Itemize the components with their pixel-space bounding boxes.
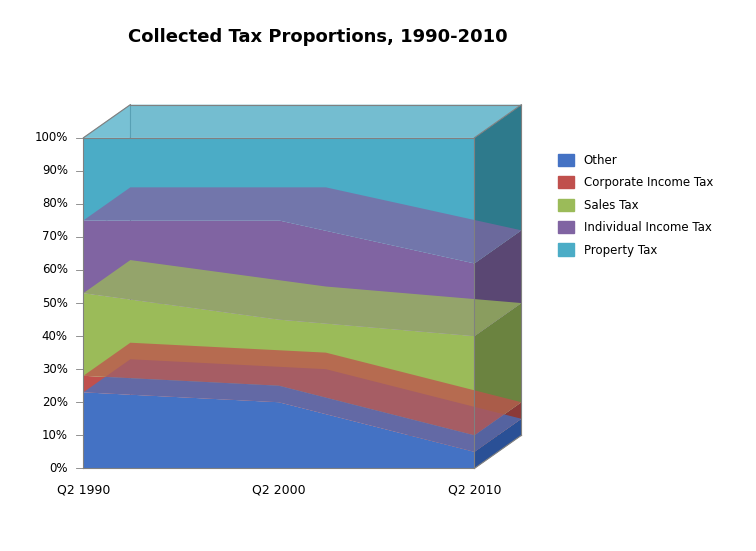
Text: Q2 1990: Q2 1990 xyxy=(57,483,110,496)
Polygon shape xyxy=(83,105,522,138)
Polygon shape xyxy=(475,230,522,336)
Polygon shape xyxy=(83,435,522,468)
Polygon shape xyxy=(475,303,522,435)
Polygon shape xyxy=(83,260,522,336)
Text: 100%: 100% xyxy=(35,131,68,144)
Polygon shape xyxy=(83,343,522,435)
Polygon shape xyxy=(83,392,475,468)
Text: 70%: 70% xyxy=(42,230,68,244)
Text: Q2 2010: Q2 2010 xyxy=(448,483,501,496)
Text: 40%: 40% xyxy=(42,329,68,343)
Polygon shape xyxy=(83,138,475,263)
Polygon shape xyxy=(83,220,475,336)
Text: 50%: 50% xyxy=(42,296,68,310)
Polygon shape xyxy=(475,419,522,468)
Text: 0%: 0% xyxy=(49,462,68,475)
Polygon shape xyxy=(475,402,522,452)
Legend: Other, Corporate Income Tax, Sales Tax, Individual Income Tax, Property Tax: Other, Corporate Income Tax, Sales Tax, … xyxy=(558,154,713,257)
Text: 80%: 80% xyxy=(42,197,68,210)
Polygon shape xyxy=(475,105,522,263)
Text: 20%: 20% xyxy=(42,396,68,409)
Polygon shape xyxy=(130,105,522,435)
Polygon shape xyxy=(83,293,475,435)
Polygon shape xyxy=(83,359,522,452)
Polygon shape xyxy=(83,376,475,452)
Text: 30%: 30% xyxy=(42,363,68,376)
Text: 60%: 60% xyxy=(42,263,68,277)
Polygon shape xyxy=(83,187,522,263)
Text: 10%: 10% xyxy=(42,429,68,442)
Text: 90%: 90% xyxy=(42,164,68,177)
Text: Collected Tax Proportions, 1990-2010: Collected Tax Proportions, 1990-2010 xyxy=(128,28,507,46)
Text: Q2 2000: Q2 2000 xyxy=(252,483,305,496)
